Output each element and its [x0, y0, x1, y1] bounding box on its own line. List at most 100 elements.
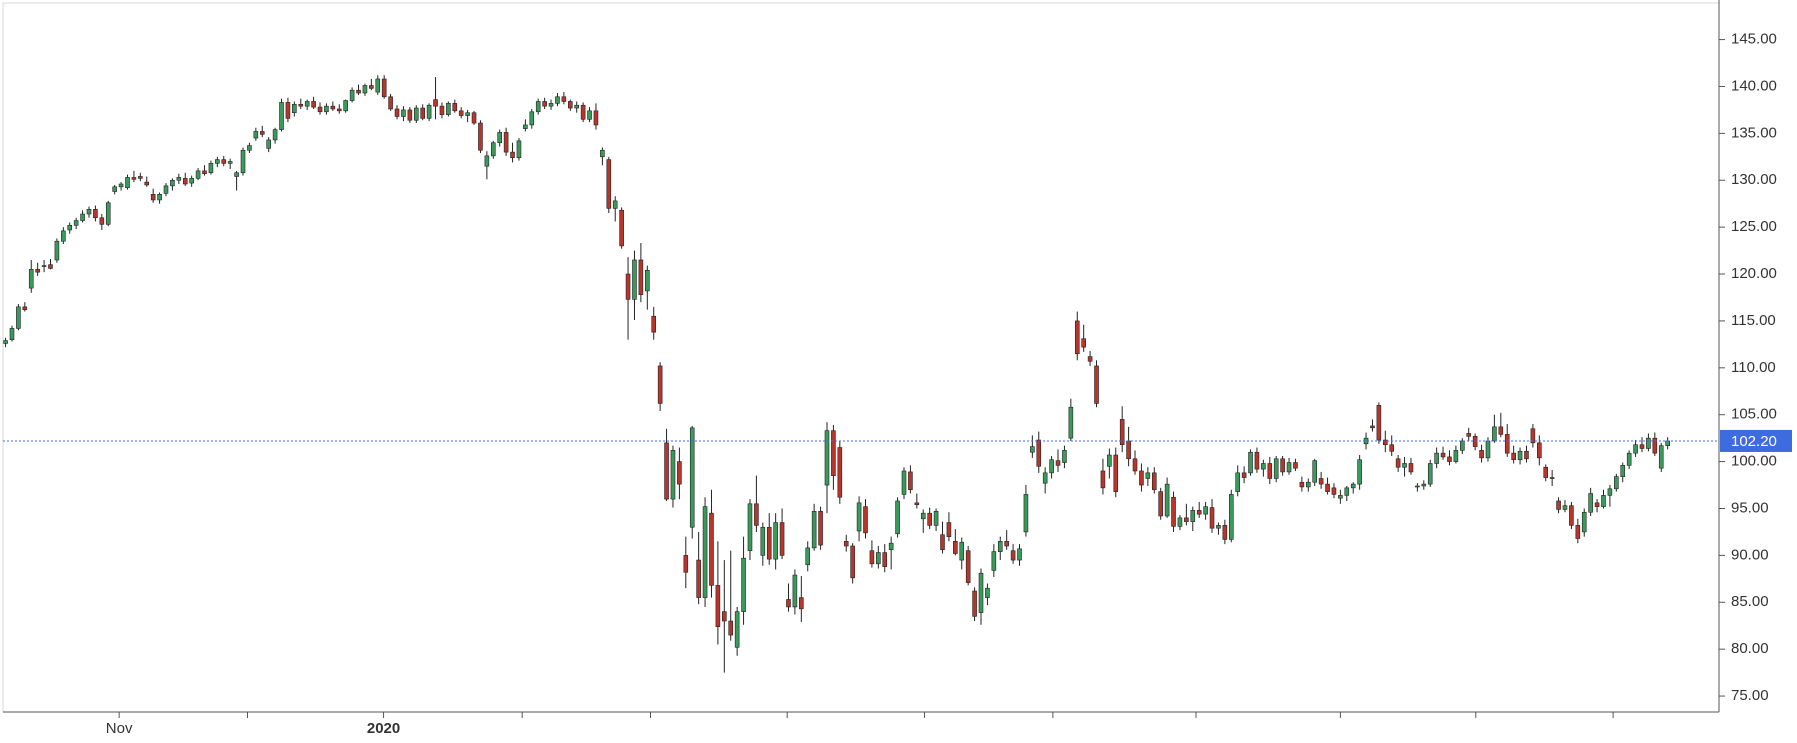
candle-body	[953, 541, 958, 554]
candle-body	[997, 541, 1003, 552]
candle-body	[1273, 458, 1279, 479]
candle-body	[888, 542, 894, 551]
candle-body	[439, 105, 445, 115]
candle-body	[664, 442, 669, 500]
candle-body	[1562, 505, 1568, 510]
y-tick-label: 125.00	[1731, 218, 1777, 235]
candle-body	[760, 526, 766, 556]
candle-body	[86, 209, 92, 215]
candle-body	[1601, 495, 1606, 507]
candle-body	[118, 183, 124, 188]
candle-body	[478, 122, 483, 151]
candle-body	[131, 177, 137, 180]
candle-body	[150, 194, 156, 201]
candle-body	[638, 259, 644, 295]
candle-body	[1004, 541, 1009, 547]
candle-body	[1427, 463, 1433, 485]
candle-body	[728, 620, 734, 636]
y-tick-label: 85.00	[1731, 593, 1769, 610]
candle-body	[696, 559, 701, 598]
candle-body	[1119, 419, 1125, 446]
candle-body	[112, 186, 117, 192]
candle-body	[600, 149, 605, 158]
candle-body	[144, 181, 150, 186]
candle-body	[105, 202, 111, 225]
candle-body	[843, 541, 849, 547]
candle-body	[1010, 550, 1016, 561]
candle-body	[593, 110, 599, 126]
candle-body	[811, 511, 817, 549]
candle-body	[292, 103, 297, 114]
candle-body	[1646, 437, 1651, 449]
candle-body	[741, 557, 746, 612]
y-tick-label: 100.00	[1731, 453, 1777, 470]
candle-body	[48, 264, 53, 269]
candle-body	[1383, 439, 1388, 446]
candle-body	[702, 506, 708, 598]
candle-body	[1511, 452, 1516, 461]
candle-body	[1614, 476, 1619, 490]
candle-body	[1633, 444, 1638, 454]
candle-body	[1139, 470, 1144, 486]
candle-body	[1023, 494, 1029, 533]
candle-body	[28, 269, 34, 289]
y-tick-label: 105.00	[1731, 406, 1777, 423]
candle-body	[940, 534, 945, 551]
candle-body	[208, 163, 214, 174]
candle-body	[433, 99, 438, 107]
candle-body	[266, 139, 271, 149]
candle-body	[176, 177, 182, 181]
candle-body	[1164, 483, 1170, 517]
candle-body	[1607, 488, 1613, 496]
candle-body	[927, 512, 932, 526]
candle-body	[1639, 444, 1645, 449]
candle-body	[1177, 517, 1183, 527]
candle-body	[1254, 451, 1260, 470]
candle-body	[362, 85, 368, 94]
candle-body	[683, 555, 689, 573]
candle-body	[1460, 440, 1465, 451]
candle-body	[279, 102, 284, 130]
candle-body	[9, 328, 15, 340]
candle-body	[388, 96, 393, 110]
candle-body	[709, 512, 714, 586]
candle-body	[1222, 525, 1228, 540]
candle-body	[1299, 481, 1305, 488]
candle-body	[1055, 460, 1061, 466]
y-tick-label: 140.00	[1731, 77, 1777, 94]
candle-body	[1216, 525, 1221, 529]
candle-body	[452, 103, 458, 112]
candle-body	[1325, 483, 1330, 492]
candle-body	[1652, 437, 1658, 454]
candle-body	[606, 159, 612, 209]
candle-body	[394, 108, 400, 117]
candle-body	[458, 110, 464, 116]
candle-body	[1376, 405, 1382, 441]
candle-body	[1498, 426, 1504, 435]
candle-body	[1248, 451, 1253, 474]
candle-body	[561, 96, 567, 102]
y-tick-label: 95.00	[1731, 499, 1769, 516]
candle-body	[799, 597, 804, 610]
candle-body	[1235, 472, 1240, 492]
candle-body	[1588, 493, 1593, 513]
candle-body	[99, 217, 105, 225]
candle-body	[1447, 456, 1452, 462]
candle-body	[651, 315, 657, 333]
candle-body	[510, 151, 515, 159]
candle-body	[580, 104, 586, 120]
candle-body	[343, 100, 348, 112]
candle-body	[612, 200, 618, 209]
candle-body	[1466, 433, 1472, 437]
candle-body	[1081, 338, 1086, 348]
candle-body	[824, 430, 830, 486]
candle-body	[1434, 452, 1439, 464]
candle-body	[818, 511, 823, 546]
candle-body	[1049, 459, 1054, 474]
candle-body	[850, 545, 855, 579]
candle-body	[1094, 365, 1099, 404]
candle-body	[1196, 510, 1202, 515]
candle-body	[1286, 462, 1292, 473]
candle-body	[240, 149, 246, 174]
